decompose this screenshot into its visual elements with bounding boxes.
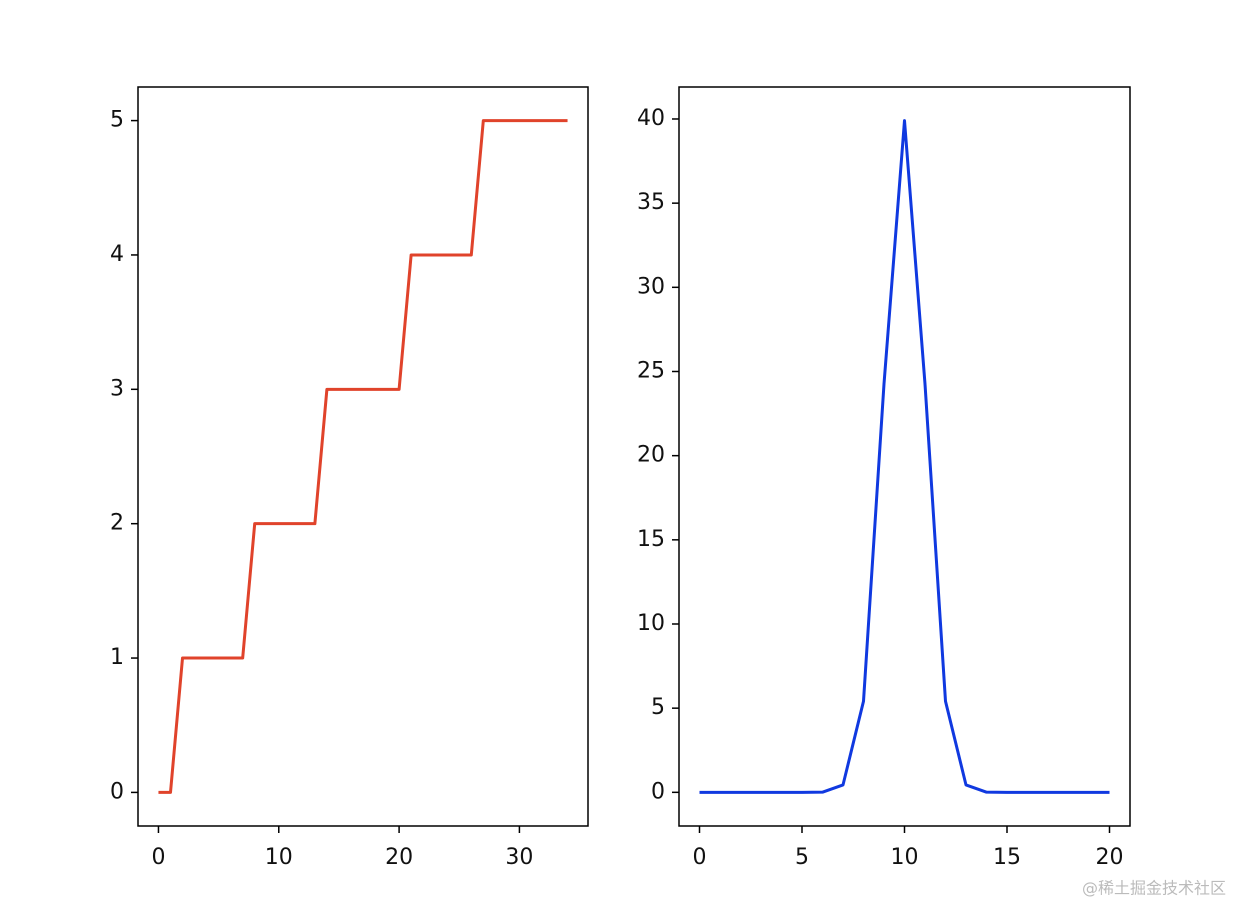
y-tick-label: 2 <box>110 511 124 536</box>
x-tick-label: 0 <box>151 845 165 870</box>
x-tick-label: 15 <box>993 845 1021 870</box>
y-tick-label: 35 <box>637 190 665 215</box>
watermark: @稀土掘金技术社区 <box>1082 879 1226 898</box>
y-tick-label: 25 <box>637 358 665 383</box>
line-series <box>699 119 1110 794</box>
x-tick-label: 10 <box>265 845 293 870</box>
line-series <box>158 119 568 794</box>
y-tick-label: 4 <box>110 242 124 267</box>
x-tick-label: 0 <box>693 845 707 870</box>
x-tick-label: 30 <box>505 845 533 870</box>
axes-frame <box>137 86 589 827</box>
y-tick-label: 5 <box>110 108 124 133</box>
y-tick-label: 10 <box>637 611 665 636</box>
x-tick-label: 20 <box>385 845 413 870</box>
y-tick-label: 3 <box>110 376 124 401</box>
y-tick-label: 15 <box>637 527 665 552</box>
x-tick-label: 20 <box>1096 845 1124 870</box>
y-tick-label: 20 <box>637 443 665 468</box>
x-tick-label: 5 <box>795 845 809 870</box>
y-tick-label: 0 <box>651 779 665 804</box>
y-tick-label: 30 <box>637 274 665 299</box>
y-tick-label: 0 <box>110 779 124 804</box>
x-tick-label: 10 <box>891 845 919 870</box>
y-tick-label: 5 <box>651 695 665 720</box>
y-tick-label: 40 <box>637 106 665 131</box>
axes-frame <box>678 86 1131 827</box>
y-tick-label: 1 <box>110 645 124 670</box>
